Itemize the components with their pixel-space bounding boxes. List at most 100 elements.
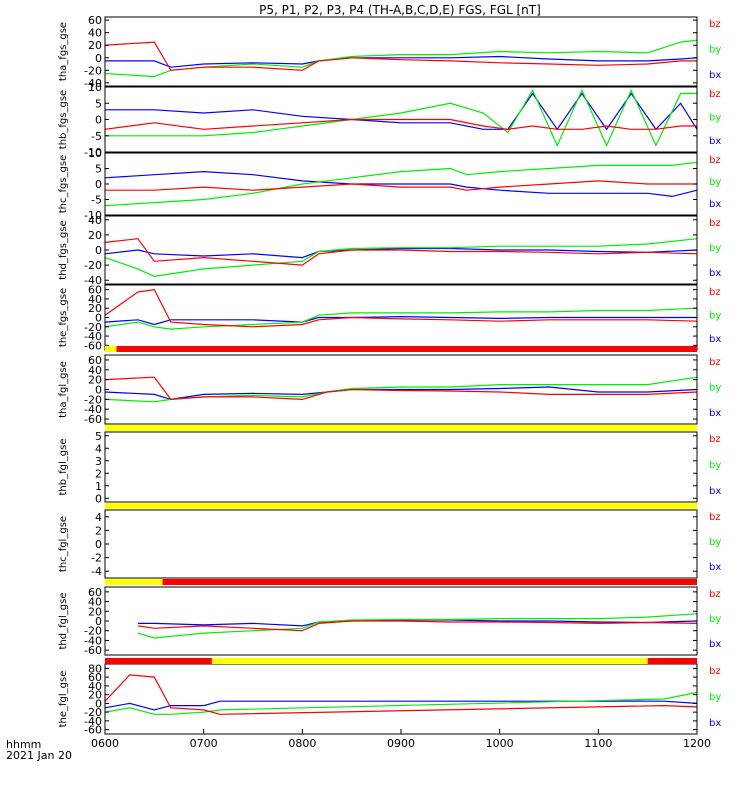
y-tick-label: 0 (95, 312, 102, 325)
y-tick-label: -40 (84, 403, 102, 416)
time-axis: 0600 0700 0800 0900 1000 1100 1200 (91, 729, 711, 750)
x-tick-label: 1000 (486, 737, 514, 750)
series-bz-line (104, 41, 697, 71)
y-tick-label: 2 (95, 467, 102, 480)
x-tick-label: 1200 (683, 737, 711, 750)
y-tick-label: 40 (88, 364, 102, 377)
series-by-line (137, 613, 698, 639)
series-bz-line (104, 238, 698, 266)
y-tick-label: -20 (84, 625, 102, 638)
series-bz-line (104, 376, 698, 401)
y-tick-label: -60 (84, 644, 102, 657)
panel-frame (104, 431, 698, 503)
y-tick-label: -40 (84, 77, 102, 90)
panel-frame (104, 509, 698, 579)
y-tick-label: -20 (84, 393, 102, 406)
x-tick-label: 0900 (387, 737, 415, 750)
status-segment-red (116, 346, 697, 352)
status-segment-yellow (105, 579, 163, 585)
y-tick-label: 2 (95, 524, 102, 537)
status-segment-yellow (105, 503, 697, 509)
y-tick-label: 40 (88, 214, 102, 227)
series-by-line (104, 238, 698, 278)
y-tick-label: -5 (91, 194, 102, 207)
y-axis-label: the_fgl_gse (58, 671, 69, 728)
y-tick-label: 0 (95, 178, 102, 191)
y-tick-label: 60 (88, 354, 102, 367)
legend-bx: bx (709, 486, 721, 497)
panel-thd_fgs_gse: 40 20 0 -20 -40 thd_fgs_gse bz by bx (58, 214, 721, 287)
legend-bz: bz (709, 589, 721, 600)
y-axis-label: thd_fgl_gse (58, 593, 69, 650)
panel-thb_fgs_gse: 10 5 0 -5 -10 thb_fgs_gse bz by bx (58, 81, 721, 159)
y-tick-label: 0 (95, 244, 102, 257)
y-tick-label: 0 (95, 492, 102, 505)
legend-bx: bx (709, 136, 721, 147)
y-tick-label: 5 (95, 97, 102, 110)
legend-by: by (709, 311, 721, 322)
series-by-line (105, 88, 697, 147)
y-tick-label: -10 (84, 209, 102, 222)
y-tick-label: 0 (95, 697, 102, 710)
y-tick-label: -10 (84, 146, 102, 159)
y-axis-label: tha_fgl_gse (58, 361, 69, 418)
y-tick-label: 0 (95, 384, 102, 397)
legend-bx: bx (709, 562, 721, 573)
x-tick-label: 1100 (584, 737, 612, 750)
y-tick-label: 5 (95, 163, 102, 176)
y-tick-label: 20 (88, 605, 102, 618)
legend-by: by (709, 113, 721, 124)
y-tick-label: 40 (88, 680, 102, 693)
panel-thc_fgl_gse: 420-2-4 thc_fgl_gse bz by bx (58, 509, 721, 579)
y-tick-label: -4 (91, 565, 102, 578)
legend-bz: bz (709, 155, 721, 166)
x-tick-label: 0600 (91, 737, 119, 750)
y-tick-label: 60 (88, 671, 102, 684)
legend-bz: bz (709, 19, 721, 30)
series-bz-line (104, 118, 697, 130)
status-segment-yellow (105, 346, 117, 352)
y-tick-label: 4 (95, 442, 102, 455)
y-tick-label: 10 (88, 81, 102, 94)
legend-bz: bz (709, 89, 721, 100)
legend-bx: bx (709, 70, 721, 81)
legend-by: by (709, 537, 721, 548)
series-bz-line (104, 674, 698, 715)
legend-by: by (709, 460, 721, 471)
y-tick-label: 60 (88, 14, 102, 27)
series-bx-line (105, 55, 698, 68)
y-axis-label: thd_fgs_gse (58, 220, 69, 279)
legend-by: by (709, 45, 721, 56)
y-tick-label: -40 (84, 330, 102, 343)
legend-bx: bx (709, 268, 721, 279)
legend-by: by (709, 383, 721, 394)
y-tick-label: -60 (84, 339, 102, 352)
y-axis-label: thc_fgl_gse (58, 516, 69, 572)
series-by-line (104, 307, 698, 330)
date-label: 2021 Jan 20 (6, 749, 72, 762)
panel-thc_fgs_gse: 10 5 0 -5 -10 thc_fgs_gse bz by bx (58, 147, 721, 222)
legend-bx: bx (709, 199, 721, 210)
y-tick-label: 60 (88, 586, 102, 599)
legend-bx: bx (709, 334, 721, 345)
y-tick-label: 20 (88, 39, 102, 52)
series-by-line (104, 691, 698, 715)
legend-by: by (709, 692, 721, 703)
y-axis-label: tha_fgs_gse (58, 22, 69, 81)
y-tick-label: -5 (91, 130, 102, 143)
series-bx-line (104, 315, 697, 326)
legend-bz: bz (709, 512, 721, 523)
panel-frame (104, 16, 698, 87)
x-tick-label: 0700 (190, 737, 218, 750)
y-tick-label: 20 (88, 689, 102, 702)
y-tick-label: 60 (88, 284, 102, 297)
y-tick-label: 40 (88, 596, 102, 609)
legend-bx: bx (709, 639, 721, 650)
y-tick-label: 3 (95, 455, 102, 468)
